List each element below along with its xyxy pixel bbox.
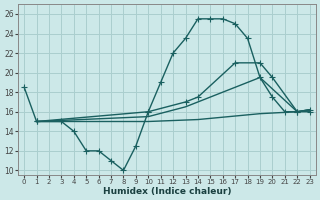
X-axis label: Humidex (Indice chaleur): Humidex (Indice chaleur): [103, 187, 231, 196]
